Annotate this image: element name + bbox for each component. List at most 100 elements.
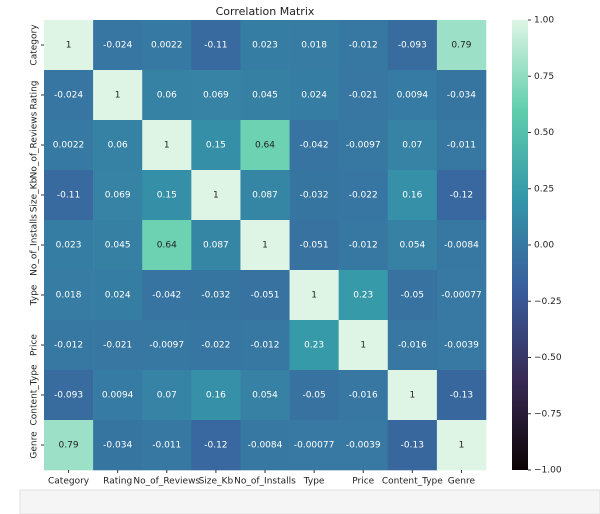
heatmap-cell xyxy=(191,320,241,371)
heatmap-cell xyxy=(93,370,143,421)
cell-label: -0.0097 xyxy=(346,141,381,151)
heatmap-cell xyxy=(387,420,438,471)
cell-label: 0.045 xyxy=(105,241,131,251)
cell-label: 0.06 xyxy=(157,91,177,101)
heatmap-cell xyxy=(387,170,438,221)
heatmap-cell xyxy=(436,120,487,171)
cell-label: 1 xyxy=(459,441,465,451)
cell-label: -0.011 xyxy=(447,141,476,151)
x-tick-label: No_of_Installs xyxy=(234,477,296,487)
x-tick-label: Price xyxy=(352,477,374,487)
y-tick-label: Category xyxy=(30,24,40,66)
heatmap-cell xyxy=(191,370,241,421)
colorbar-tick-label: 0.00 xyxy=(534,241,554,251)
heatmap-cell xyxy=(240,320,290,371)
cell-label: -0.051 xyxy=(300,241,329,251)
heatmap-cell xyxy=(289,70,339,121)
heatmap-cell xyxy=(338,370,389,421)
cell-label: -0.021 xyxy=(349,91,378,101)
heatmap-cell xyxy=(240,20,290,71)
heatmap-cell xyxy=(191,270,241,321)
cell-label: 0.15 xyxy=(206,141,226,151)
x-tick-label: Size_Kb xyxy=(199,477,234,487)
heatmap-cell xyxy=(93,320,143,371)
cell-label: -0.034 xyxy=(447,91,476,101)
cell-label: -0.05 xyxy=(401,291,424,301)
cell-label: -0.024 xyxy=(103,41,132,51)
y-tick-label: Genre xyxy=(30,431,40,459)
cell-label: 0.79 xyxy=(451,41,471,51)
heatmap-cell xyxy=(338,220,389,271)
heatmap-cell xyxy=(289,270,339,321)
heatmap-cell xyxy=(387,270,438,321)
heatmap-cell xyxy=(387,220,438,271)
cell-label: 0.0022 xyxy=(151,41,183,51)
y-tick-label: Type xyxy=(30,284,40,306)
cell-label: -0.016 xyxy=(398,341,427,351)
heatmap-cell xyxy=(93,120,143,171)
heatmap-cell xyxy=(191,170,241,221)
heatmap-cell xyxy=(289,370,339,421)
heatmap-cell xyxy=(240,220,290,271)
heatmap-cell xyxy=(142,370,192,421)
cell-label: 0.64 xyxy=(157,241,177,251)
heatmap-cell xyxy=(436,20,487,71)
cell-label: -0.032 xyxy=(201,291,230,301)
heatmap-cell xyxy=(387,120,438,171)
cell-label: -0.0084 xyxy=(248,441,283,451)
heatmap-cell xyxy=(387,70,438,121)
heatmap-cell xyxy=(436,220,487,271)
y-tick-label: No_of_Reviews xyxy=(30,111,40,178)
heatmap-cell xyxy=(240,420,290,471)
heatmap-cell xyxy=(44,20,94,71)
cell-label: 0.23 xyxy=(353,291,373,301)
chart-title: Correlation Matrix xyxy=(216,5,315,18)
cell-label: 0.0022 xyxy=(53,141,85,151)
heatmap-cell xyxy=(142,70,192,121)
y-tick-label: Price xyxy=(30,334,40,356)
cell-label: -0.034 xyxy=(103,441,132,451)
colorbar-tick-label: 0.25 xyxy=(534,184,554,194)
heatmap-cell xyxy=(289,220,339,271)
cell-label: -0.042 xyxy=(300,141,329,151)
cell-label: -0.12 xyxy=(450,191,473,201)
heatmap-cell xyxy=(436,170,487,221)
cell-label: 0.023 xyxy=(252,41,278,51)
heatmap-cell xyxy=(338,120,389,171)
heatmap-cell xyxy=(436,270,487,321)
heatmap-cell xyxy=(191,70,241,121)
heatmap-cell xyxy=(44,120,94,171)
heatmap-cell xyxy=(436,320,487,371)
cell-label: -0.12 xyxy=(204,441,227,451)
cell-label: 0.024 xyxy=(301,91,327,101)
cell-label: 0.023 xyxy=(56,241,82,251)
y-tick-label: Content_Type xyxy=(30,364,40,425)
cell-label: -0.032 xyxy=(300,191,329,201)
cell-label: -0.00077 xyxy=(441,291,481,301)
cell-label: 0.16 xyxy=(206,391,226,401)
cell-label: -0.016 xyxy=(349,391,378,401)
cell-label: 1 xyxy=(409,391,415,401)
heatmap-cell xyxy=(44,170,94,221)
cell-label: 1 xyxy=(66,41,72,51)
heatmap-cell xyxy=(142,320,192,371)
cell-label: -0.0039 xyxy=(444,341,479,351)
heatmap-cell xyxy=(240,70,290,121)
colorbar-tick-label: 0.50 xyxy=(534,128,554,138)
colorbar xyxy=(512,20,528,470)
heatmap-cell xyxy=(289,170,339,221)
cell-label: 0.0094 xyxy=(102,391,134,401)
heatmap-cell xyxy=(240,270,290,321)
heatmap-cell xyxy=(44,370,94,421)
heatmap-cell xyxy=(191,20,241,71)
cell-label: -0.0039 xyxy=(346,441,381,451)
heatmap-cell xyxy=(289,420,339,471)
heatmap-cell xyxy=(191,420,241,471)
heatmap-cell xyxy=(93,70,143,121)
heatmap-cell xyxy=(93,170,143,221)
cell-label: 0.054 xyxy=(252,391,278,401)
x-tick-label: Rating xyxy=(103,477,132,487)
heatmap-cell xyxy=(338,20,389,71)
cell-label: -0.051 xyxy=(250,291,279,301)
x-tick-label: Category xyxy=(48,477,90,487)
